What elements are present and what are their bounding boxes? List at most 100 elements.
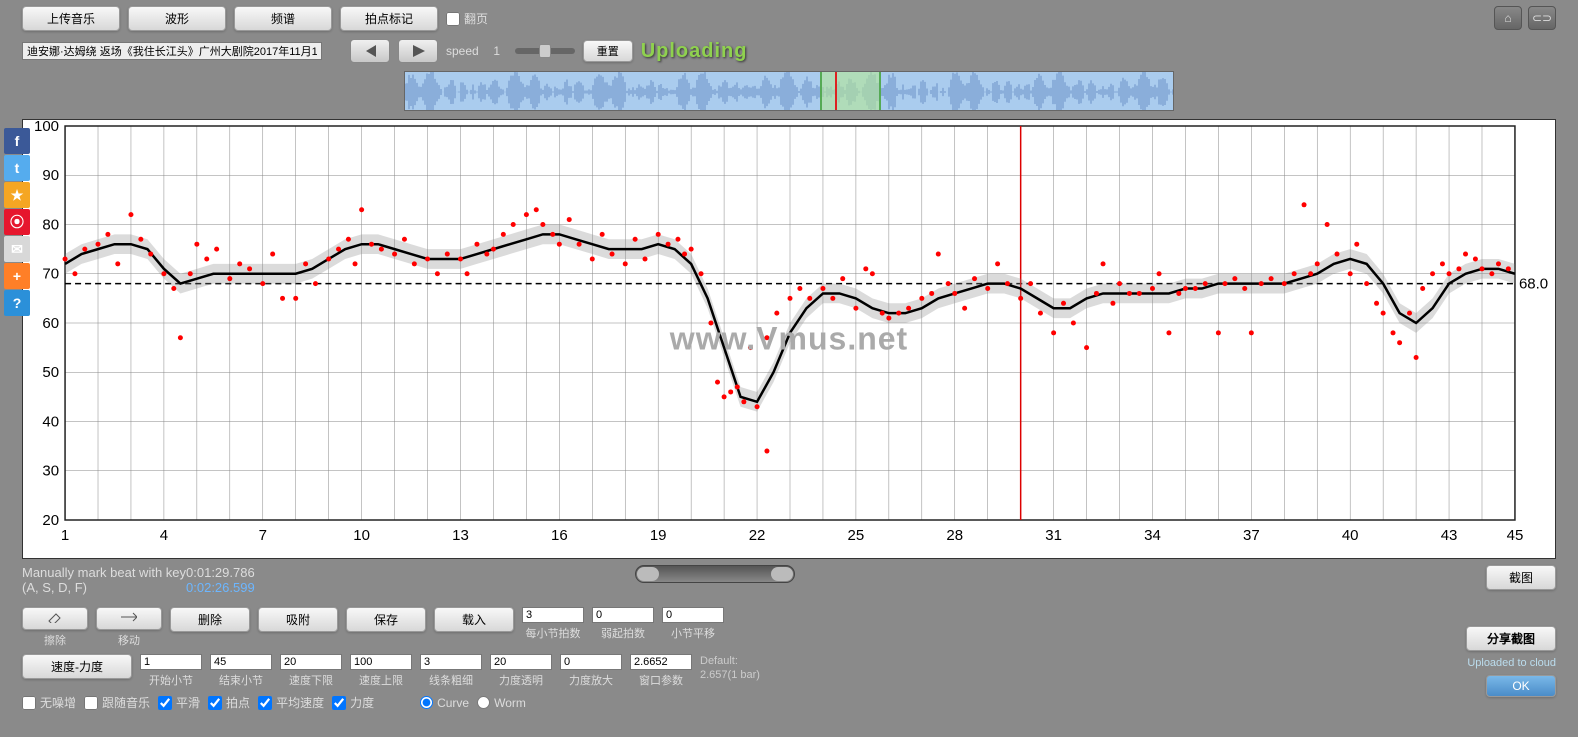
time-total: 0:02:26.599: [186, 580, 255, 595]
tempo-chart[interactable]: 2030405060708090100147101316192225283134…: [22, 119, 1556, 559]
uploaded-status: Uploaded to cloud: [1467, 657, 1556, 669]
weak-beat-label: 弱起拍数: [601, 625, 645, 641]
svg-text:30: 30: [42, 463, 59, 480]
beat-mark-button[interactable]: 拍点标记: [340, 6, 438, 31]
svg-text:40: 40: [42, 414, 59, 431]
hint-line1: Manually mark beat with key: [22, 565, 186, 580]
erase-button[interactable]: [22, 607, 88, 630]
default-value: 2.657(1 bar): [700, 669, 760, 681]
favorite-icon[interactable]: ★: [4, 182, 30, 208]
line-width-input[interactable]: [420, 654, 482, 670]
twitter-icon[interactable]: t: [4, 155, 30, 181]
bar-offset-input[interactable]: [662, 607, 724, 623]
svg-text:50: 50: [42, 364, 59, 381]
end-bar-input[interactable]: [210, 654, 272, 670]
prev-button[interactable]: [350, 39, 390, 63]
svg-text:4: 4: [160, 527, 168, 544]
svg-text:100: 100: [34, 120, 59, 135]
svg-text:43: 43: [1441, 527, 1458, 544]
tempo-max-label: 速度上限: [359, 672, 403, 688]
dyn-alpha-input[interactable]: [490, 654, 552, 670]
waveform-button[interactable]: 波形: [128, 6, 226, 31]
end-bar-label: 结束小节: [219, 672, 263, 688]
tempo-dynamics-button[interactable]: 速度-力度: [22, 654, 132, 679]
no-noise-label: 无噪增: [40, 694, 76, 711]
move-label: 移动: [118, 632, 140, 648]
ok-button[interactable]: OK: [1486, 675, 1556, 697]
beats-per-bar-input[interactable]: [522, 607, 584, 623]
weibo-icon[interactable]: ⦿: [4, 209, 30, 235]
speed-slider[interactable]: [515, 48, 575, 54]
filename-input[interactable]: [22, 42, 322, 60]
dyn-scale-input[interactable]: [560, 654, 622, 670]
dynamics-label: 力度: [350, 694, 374, 711]
erase-label: 擦除: [44, 632, 66, 648]
smooth-label: 平滑: [176, 694, 200, 711]
smooth-checkbox[interactable]: 平滑: [158, 694, 200, 711]
flip-label: 翻页: [464, 10, 488, 27]
weak-beat-input[interactable]: [592, 607, 654, 623]
follow-checkbox[interactable]: 跟随音乐: [84, 694, 150, 711]
bar-offset-label: 小节平移: [671, 625, 715, 641]
svg-text:1: 1: [61, 527, 69, 544]
save-button[interactable]: 保存: [346, 607, 426, 632]
svg-text:16: 16: [551, 527, 568, 544]
spectrum-button[interactable]: 频谱: [234, 6, 332, 31]
window-param-label: 窗口参数: [639, 672, 683, 688]
snap-button[interactable]: 吸附: [258, 607, 338, 632]
window-param-input[interactable]: [630, 654, 692, 670]
tempo-min-input[interactable]: [280, 654, 342, 670]
avg-tempo-checkbox[interactable]: 平均速度: [258, 694, 324, 711]
mail-icon[interactable]: ✉: [4, 236, 30, 262]
waveform-overview[interactable]: [404, 71, 1174, 111]
curve-radio[interactable]: Curve: [420, 696, 469, 710]
dyn-alpha-label: 力度透明: [499, 672, 543, 688]
add-icon[interactable]: +: [4, 263, 30, 289]
svg-text:19: 19: [650, 527, 667, 544]
delete-button[interactable]: 删除: [170, 607, 250, 632]
hint-line2: (A, S, D, F): [22, 580, 186, 595]
no-noise-checkbox[interactable]: 无噪增: [22, 694, 76, 711]
tempo-min-label: 速度下限: [289, 672, 333, 688]
share-screenshot-button[interactable]: 分享截图: [1466, 626, 1556, 651]
move-button[interactable]: [96, 607, 162, 630]
svg-text:34: 34: [1144, 527, 1161, 544]
reset-button[interactable]: 重置: [583, 40, 633, 62]
svg-text:20: 20: [42, 512, 59, 529]
svg-text:13: 13: [452, 527, 469, 544]
facebook-icon[interactable]: f: [4, 128, 30, 154]
tempo-max-input[interactable]: [350, 654, 412, 670]
speed-value: 1: [485, 44, 509, 58]
svg-text:10: 10: [353, 527, 370, 544]
upload-music-button[interactable]: 上传音乐: [22, 6, 120, 31]
follow-label: 跟随音乐: [102, 694, 150, 711]
flip-checkbox[interactable]: 翻页: [446, 10, 488, 27]
svg-text:45: 45: [1507, 527, 1524, 544]
play-button[interactable]: [398, 39, 438, 63]
curve-label: Curve: [437, 696, 469, 710]
help-icon[interactable]: ?: [4, 290, 30, 316]
view-scrollbar[interactable]: [635, 565, 795, 583]
load-button[interactable]: 载入: [434, 607, 514, 632]
svg-text:70: 70: [42, 266, 59, 283]
link-icon[interactable]: ⊂⊃: [1528, 6, 1556, 30]
svg-text:7: 7: [259, 527, 267, 544]
avg-tempo-label: 平均速度: [276, 694, 324, 711]
worm-radio[interactable]: Worm: [477, 696, 526, 710]
waveform-selection[interactable]: [820, 72, 881, 110]
svg-text:22: 22: [749, 527, 766, 544]
speed-label: speed: [446, 44, 479, 58]
beat-checkbox[interactable]: 拍点: [208, 694, 250, 711]
svg-text:80: 80: [42, 217, 59, 234]
screenshot-button[interactable]: 截图: [1486, 565, 1556, 590]
home-icon[interactable]: ⌂: [1494, 6, 1522, 30]
waveform-cursor[interactable]: [835, 72, 837, 110]
beats-per-bar-label: 每小节拍数: [526, 625, 581, 641]
start-bar-input[interactable]: [140, 654, 202, 670]
dynamics-checkbox[interactable]: 力度: [332, 694, 374, 711]
svg-text:40: 40: [1342, 527, 1359, 544]
start-bar-label: 开始小节: [149, 672, 193, 688]
line-width-label: 线条粗细: [429, 672, 473, 688]
dyn-scale-label: 力度放大: [569, 672, 613, 688]
svg-text:28: 28: [946, 527, 963, 544]
